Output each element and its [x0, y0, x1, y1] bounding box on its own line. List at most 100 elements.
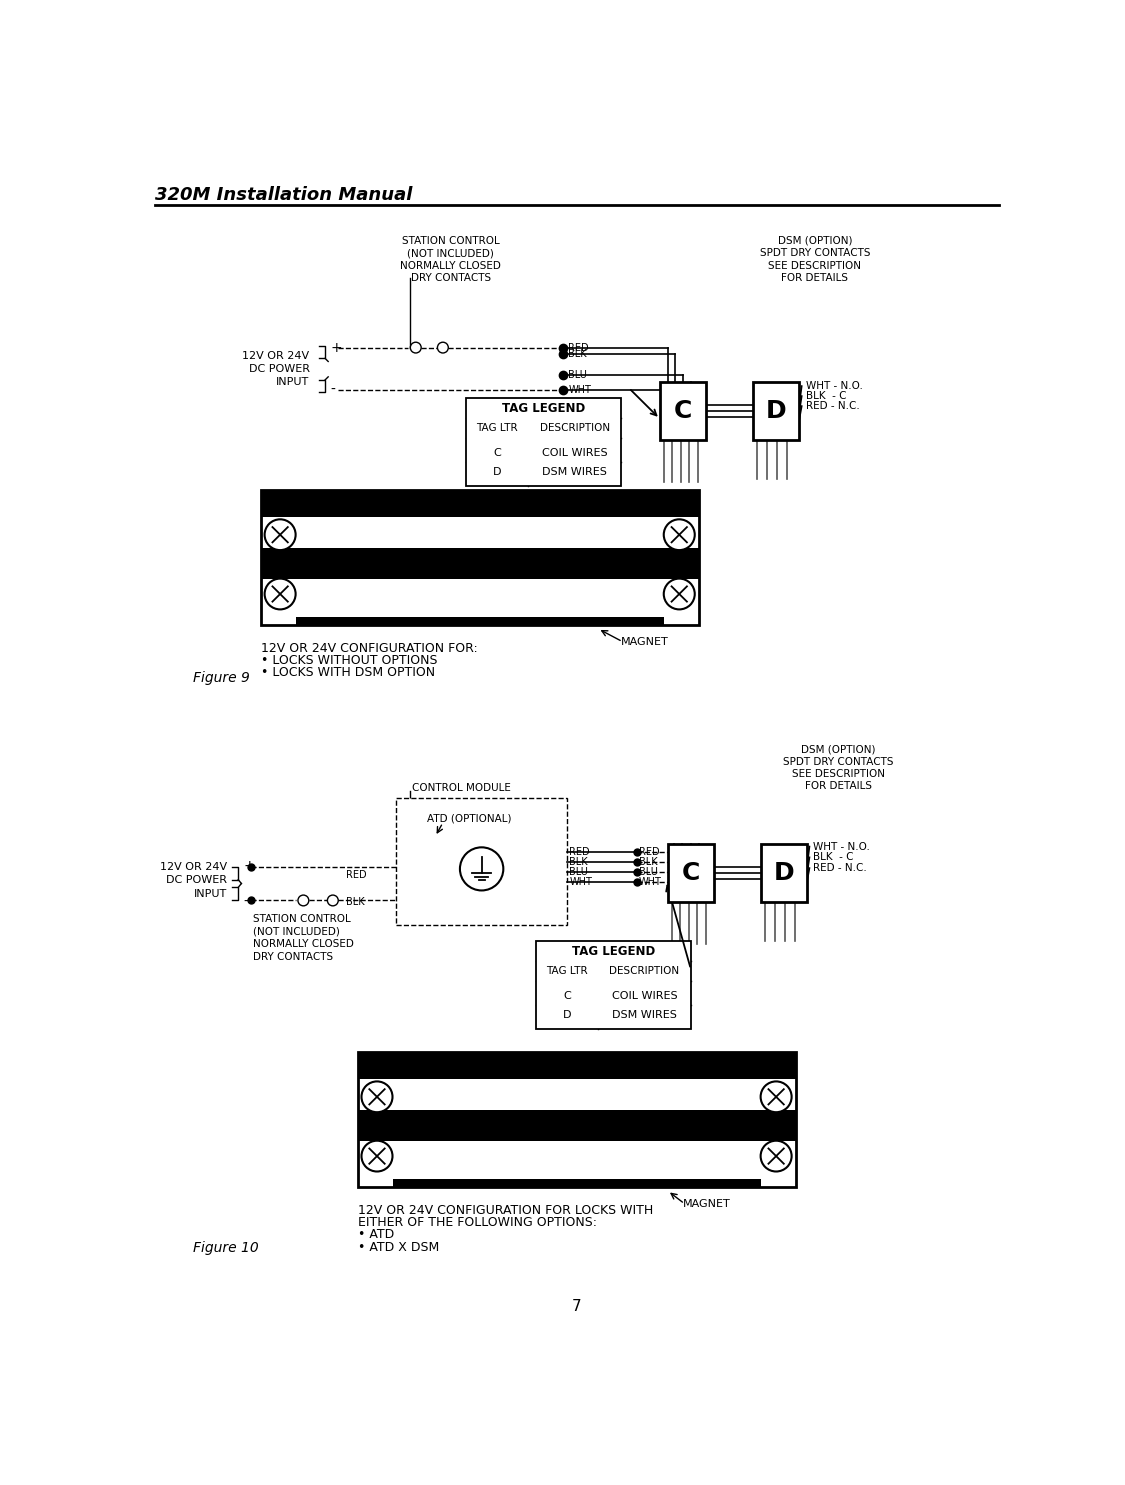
Bar — [660, 382, 706, 440]
Text: C: C — [674, 399, 692, 423]
Text: Figure 9: Figure 9 — [193, 671, 250, 685]
Text: +: + — [331, 340, 342, 355]
Text: • LOCKS WITHOUT OPTIONS: • LOCKS WITHOUT OPTIONS — [261, 653, 438, 667]
Circle shape — [438, 342, 448, 353]
Text: DESCRIPTION: DESCRIPTION — [540, 423, 610, 434]
Text: Figure 10: Figure 10 — [193, 1241, 259, 1255]
Text: 12V OR 24V
DC POWER
INPUT: 12V OR 24V DC POWER INPUT — [243, 350, 309, 388]
Bar — [760, 1109, 795, 1140]
Text: ATD (OPTIONAL): ATD (OPTIONAL) — [428, 814, 512, 824]
Bar — [358, 1053, 795, 1187]
Text: TAG LEGEND: TAG LEGEND — [572, 944, 655, 958]
Text: 320M Installation Manual: 320M Installation Manual — [154, 186, 412, 203]
Text: RED: RED — [568, 343, 590, 352]
Text: WHT: WHT — [639, 878, 661, 887]
Text: MAGNET: MAGNET — [683, 1198, 731, 1209]
Circle shape — [411, 342, 421, 353]
Circle shape — [361, 1140, 393, 1172]
Text: COIL WIRES: COIL WIRES — [612, 990, 677, 1001]
Text: STATION CONTROL
(NOT INCLUDED)
NORMALLY CLOSED
DRY CONTACTS: STATION CONTROL (NOT INCLUDED) NORMALLY … — [253, 915, 354, 961]
Bar — [393, 1109, 760, 1140]
Bar — [466, 398, 621, 486]
Bar — [358, 1053, 393, 1080]
Bar — [760, 1053, 795, 1080]
Circle shape — [327, 895, 339, 906]
Bar — [667, 845, 714, 901]
Text: DSM WIRES: DSM WIRES — [612, 1010, 677, 1020]
Text: C: C — [493, 448, 501, 457]
Bar — [358, 1109, 393, 1140]
Text: STATION CONTROL
(NOT INCLUDED)
NORMALLY CLOSED
DRY CONTACTS: STATION CONTROL (NOT INCLUDED) NORMALLY … — [400, 236, 501, 284]
Text: MAGNET: MAGNET — [621, 637, 669, 647]
Text: RED - N.C.: RED - N.C. — [813, 863, 867, 873]
Text: D: D — [766, 399, 786, 423]
Bar — [760, 845, 807, 901]
Text: 7: 7 — [572, 1299, 580, 1314]
Bar — [393, 1053, 760, 1080]
Text: TAG LEGEND: TAG LEGEND — [502, 402, 585, 414]
Text: D: D — [493, 468, 502, 477]
Text: RED: RED — [346, 870, 367, 879]
Text: BLK: BLK — [639, 857, 658, 867]
Bar — [296, 548, 664, 579]
Text: C: C — [562, 990, 570, 1001]
Circle shape — [298, 895, 308, 906]
Bar — [753, 382, 800, 440]
Circle shape — [760, 1081, 792, 1112]
Text: • ATD X DSM: • ATD X DSM — [358, 1241, 439, 1253]
Text: CONTROL MODULE: CONTROL MODULE — [412, 783, 511, 793]
Text: D: D — [562, 1010, 572, 1020]
Text: RED: RED — [639, 846, 659, 857]
Text: DESCRIPTION: DESCRIPTION — [610, 967, 680, 976]
Text: WHT - N.O.: WHT - N.O. — [806, 382, 863, 391]
Text: DSM (OPTION)
SPDT DRY CONTACTS
SEE DESCRIPTION
FOR DETAILS: DSM (OPTION) SPDT DRY CONTACTS SEE DESCR… — [783, 744, 893, 792]
Circle shape — [664, 579, 695, 609]
Text: BLK: BLK — [346, 897, 364, 907]
Text: -: - — [244, 895, 249, 909]
Bar — [296, 490, 664, 517]
Circle shape — [361, 1081, 393, 1112]
Text: EITHER OF THE FOLLOWING OPTIONS:: EITHER OF THE FOLLOWING OPTIONS: — [358, 1216, 596, 1230]
Bar — [393, 1179, 760, 1187]
Text: BLK  - C: BLK - C — [806, 391, 846, 401]
Circle shape — [460, 848, 503, 891]
Text: • ATD: • ATD — [358, 1228, 394, 1241]
Text: RED - N.C.: RED - N.C. — [806, 401, 860, 411]
Text: COIL WIRES: COIL WIRES — [542, 448, 608, 457]
Text: 12V OR 24V CONFIGURATION FOR:: 12V OR 24V CONFIGURATION FOR: — [261, 642, 477, 655]
Text: WHT: WHT — [569, 878, 592, 887]
Circle shape — [664, 520, 695, 549]
Circle shape — [264, 520, 296, 549]
Text: -: - — [331, 383, 335, 396]
Text: +: + — [244, 858, 255, 873]
Text: TAG LTR: TAG LTR — [476, 423, 518, 434]
Text: 12V OR 24V CONFIGURATION FOR LOCKS WITH: 12V OR 24V CONFIGURATION FOR LOCKS WITH — [358, 1204, 652, 1216]
Bar — [296, 618, 664, 625]
Text: BLU: BLU — [568, 370, 587, 380]
Text: D: D — [774, 861, 794, 885]
Circle shape — [264, 579, 296, 609]
Text: BLK  - C: BLK - C — [813, 852, 854, 863]
Text: BLK: BLK — [569, 857, 588, 867]
Bar — [261, 548, 296, 579]
Text: WHT - N.O.: WHT - N.O. — [813, 842, 871, 851]
Text: 12V OR 24V
DC POWER
INPUT: 12V OR 24V DC POWER INPUT — [160, 863, 227, 898]
Bar — [664, 548, 699, 579]
Bar — [536, 940, 691, 1029]
Text: BLU: BLU — [569, 867, 588, 878]
Bar — [396, 797, 567, 925]
Text: C: C — [682, 861, 700, 885]
Bar — [261, 490, 699, 625]
Bar — [393, 1080, 760, 1109]
Text: DSM (OPTION)
SPDT DRY CONTACTS
SEE DESCRIPTION
FOR DETAILS: DSM (OPTION) SPDT DRY CONTACTS SEE DESCR… — [759, 236, 870, 284]
Text: • LOCKS WITH DSM OPTION: • LOCKS WITH DSM OPTION — [261, 667, 435, 679]
Bar — [261, 490, 296, 517]
Bar — [296, 517, 664, 548]
Bar — [393, 1140, 760, 1172]
Bar — [664, 490, 699, 517]
Text: DSM WIRES: DSM WIRES — [542, 468, 608, 477]
Bar — [296, 579, 664, 609]
Text: BLK: BLK — [568, 349, 587, 359]
Text: TAG LTR: TAG LTR — [546, 967, 587, 976]
Circle shape — [760, 1140, 792, 1172]
